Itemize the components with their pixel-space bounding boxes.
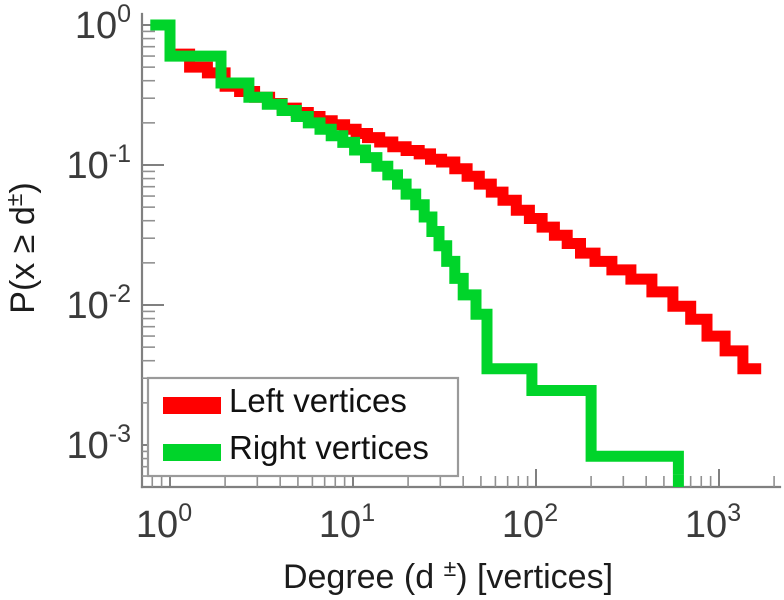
y-axis-title-superscript: ± [1,194,27,207]
x-axis-title-main-after: ) [vertices] [456,558,613,596]
legend-label-left-vertices: Left vertices [229,382,407,419]
x-tick-label: 100 [136,499,192,546]
x-tick-label: 101 [319,499,375,546]
x-axis-title-main-before: Degree (d [283,558,444,596]
legend-label-right-vertices: Right vertices [229,429,429,466]
y-tick-label: 10-2 [66,280,131,327]
curve-right-vertices [150,19,684,475]
y-axis-title-ge: ≥ [4,235,42,254]
y-tick-label: 10-1 [66,140,131,187]
legend-swatch-left-vertices [163,397,221,414]
x-axis-title: Degree (d ±) [vertices] [283,555,613,596]
data-curves [150,19,762,487]
y-axis-title-main-after: ) [4,182,42,193]
curve-left-vertices [164,25,762,375]
x-axis-title-superscript: ± [444,555,457,581]
y-axis-title-main-before: P(x [4,253,42,313]
y-tick-label: 100 [75,0,131,47]
y-tick-labels: 100 10-1 10-2 10-3 [66,0,131,467]
x-tick-label: 103 [685,499,741,546]
legend-swatch-right-vertices [163,444,221,461]
legend: Left vertices Right vertices [146,376,460,478]
y-axis-title-mid: d [4,206,42,234]
x-tick-label: 102 [502,499,558,546]
y-axis-title: P(x ≥ d±) [1,182,42,313]
x-tick-labels: 100 101 102 103 [136,499,741,546]
y-tick-label: 10-3 [66,420,131,467]
